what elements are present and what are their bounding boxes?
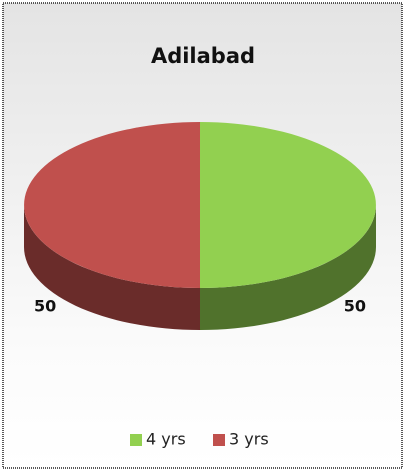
- pie-slice: [200, 122, 376, 288]
- legend-label: 4 yrs: [146, 430, 186, 449]
- chart-title: Adilabad: [151, 44, 255, 68]
- pie-side: [200, 205, 376, 330]
- pie-side: [24, 205, 200, 330]
- pie: 50 50: [24, 122, 376, 330]
- data-label: 50: [344, 297, 366, 316]
- legend: 4 yrs 3 yrs: [130, 430, 269, 449]
- data-label: 50: [34, 297, 56, 316]
- legend-swatch: [213, 434, 225, 446]
- legend-label: 3 yrs: [229, 430, 269, 449]
- pie-slice: [24, 122, 200, 288]
- legend-swatch: [130, 434, 142, 446]
